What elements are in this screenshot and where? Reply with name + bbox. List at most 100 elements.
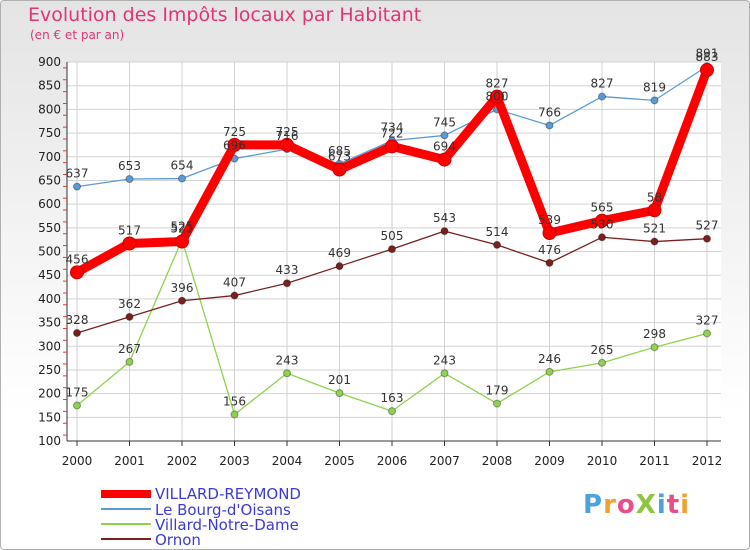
x-tick-label-2006: 2006 bbox=[377, 454, 408, 468]
y-tick-label-600: 600 bbox=[38, 197, 61, 211]
data-label-villard-notre-dame-2007: 243 bbox=[433, 353, 456, 367]
point-villard-notre-dame-2006 bbox=[388, 407, 396, 416]
point-ornon-2001 bbox=[125, 312, 134, 321]
point-villard-reymond-2010 bbox=[595, 213, 609, 228]
x-tick-label-2008: 2008 bbox=[482, 454, 513, 468]
logo-letter: i bbox=[656, 490, 667, 520]
logo-letter: X bbox=[635, 490, 657, 520]
data-label-le-bourg-d-oisans-2010: 827 bbox=[591, 77, 614, 91]
point-ornon-2008 bbox=[493, 240, 501, 249]
data-label-villard-reymond-2008: 827 bbox=[486, 77, 509, 91]
x-tick-label-2000: 2000 bbox=[62, 454, 93, 468]
data-label-ornon-2010: 530 bbox=[591, 217, 614, 231]
point-villard-notre-dame-2010 bbox=[598, 358, 606, 367]
data-label-ornon-2011: 521 bbox=[643, 222, 666, 236]
data-label-ornon-2006: 505 bbox=[381, 229, 404, 243]
data-label-villard-reymond-2011: 58 bbox=[647, 190, 662, 204]
data-label-le-bourg-d-oisans-2003: 696 bbox=[223, 139, 246, 153]
data-label-villard-notre-dame-2006: 163 bbox=[381, 391, 404, 405]
data-label-villard-notre-dame-2011: 298 bbox=[643, 327, 666, 341]
point-villard-notre-dame-2005 bbox=[335, 389, 344, 398]
data-label-villard-reymond-2001: 517 bbox=[118, 223, 141, 237]
point-villard-reymond-2003 bbox=[227, 137, 242, 152]
data-label-villard-notre-dame-2001: 267 bbox=[118, 342, 141, 356]
y-tick-label-700: 700 bbox=[38, 150, 61, 164]
data-label-villard-notre-dame-2000: 175 bbox=[66, 385, 89, 399]
y-tick-label-100: 100 bbox=[38, 434, 61, 448]
point-ornon-2002 bbox=[178, 296, 186, 305]
data-label-villard-reymond-2005: 673 bbox=[328, 150, 351, 164]
point-le-bourg-d-oisans-2009 bbox=[545, 121, 554, 130]
point-villard-notre-dame-2007 bbox=[440, 369, 449, 378]
y-tick-label-250: 250 bbox=[38, 363, 61, 377]
data-label-villard-notre-dame-2004: 243 bbox=[276, 353, 299, 367]
data-label-ornon-2003: 407 bbox=[223, 276, 246, 290]
x-tick-label-2004: 2004 bbox=[272, 454, 303, 468]
chart-subtitle: (en € et par an) bbox=[30, 28, 125, 42]
logo-letter: r bbox=[603, 490, 617, 520]
point-villard-reymond-2005 bbox=[332, 162, 347, 177]
data-label-villard-notre-dame-2008: 179 bbox=[486, 384, 509, 398]
data-label-villard-reymond-2009: 539 bbox=[538, 213, 561, 227]
data-label-ornon-2009: 476 bbox=[538, 243, 561, 257]
point-villard-reymond-2004 bbox=[280, 137, 294, 152]
data-label-ornon-2005: 469 bbox=[328, 246, 351, 260]
point-villard-reymond-2002 bbox=[175, 234, 189, 249]
data-label-villard-reymond-2004: 725 bbox=[276, 125, 299, 139]
data-label-le-bourg-d-oisans-2006: 734 bbox=[381, 121, 404, 135]
y-tick-label-300: 300 bbox=[38, 339, 61, 353]
data-label-le-bourg-d-oisans-2001: 653 bbox=[118, 159, 141, 173]
point-ornon-2004 bbox=[283, 279, 291, 288]
point-ornon-2000 bbox=[73, 328, 81, 337]
legend-label-villard-notre-dame: Villard-Notre-Dame bbox=[155, 516, 299, 534]
point-villard-reymond-2009 bbox=[542, 226, 557, 241]
point-villard-reymond-2001 bbox=[122, 236, 137, 251]
data-label-le-bourg-d-oisans-2002: 654 bbox=[171, 159, 194, 173]
data-label-le-bourg-d-oisans-2000: 637 bbox=[66, 167, 89, 181]
x-tick-label-2001: 2001 bbox=[114, 454, 145, 468]
point-villard-notre-dame-2012 bbox=[703, 329, 711, 338]
legend-label-le-bourg-d-oisans: Le Bourg-d'Oisans bbox=[155, 501, 291, 519]
data-label-villard-reymond-2007: 694 bbox=[433, 140, 456, 154]
y-tick-label-500: 500 bbox=[38, 245, 61, 259]
data-label-ornon-2002: 396 bbox=[171, 281, 194, 295]
data-label-villard-reymond-2010: 565 bbox=[591, 201, 614, 215]
data-label-villard-notre-dame-2012: 327 bbox=[696, 313, 719, 327]
data-label-le-bourg-d-oisans-2007: 745 bbox=[433, 115, 456, 129]
data-label-ornon-2001: 362 bbox=[118, 297, 141, 311]
data-label-le-bourg-d-oisans-2012: 891 bbox=[696, 46, 719, 60]
point-le-bourg-d-oisans-2007 bbox=[440, 131, 449, 140]
y-tick-label-350: 350 bbox=[38, 316, 61, 330]
y-tick-label-400: 400 bbox=[38, 292, 61, 306]
data-label-le-bourg-d-oisans-2009: 766 bbox=[538, 105, 561, 119]
logo-letter: o bbox=[616, 490, 636, 520]
point-villard-reymond-2006 bbox=[385, 139, 399, 154]
point-villard-reymond-2012 bbox=[700, 63, 714, 78]
point-villard-reymond-2011 bbox=[647, 203, 662, 218]
x-tick-label-2011: 2011 bbox=[639, 454, 670, 468]
legend-label-ornon: Ornon bbox=[155, 531, 201, 549]
y-tick-label-800: 800 bbox=[38, 102, 61, 116]
chart-title: Evolution des Impôts locaux par Habitant bbox=[28, 4, 422, 26]
point-villard-notre-dame-2008 bbox=[493, 399, 501, 408]
point-le-bourg-d-oisans-2000 bbox=[73, 182, 81, 191]
data-label-villard-notre-dame-2009: 246 bbox=[538, 352, 561, 366]
point-ornon-2003 bbox=[230, 291, 239, 300]
point-ornon-2006 bbox=[388, 245, 396, 254]
data-label-villard-notre-dame-2003: 156 bbox=[223, 394, 246, 408]
y-tick-label-150: 150 bbox=[38, 410, 61, 424]
point-villard-reymond-2007 bbox=[437, 152, 452, 167]
y-tick-label-650: 650 bbox=[38, 173, 61, 187]
x-tick-label-2003: 2003 bbox=[219, 454, 250, 468]
x-tick-label-2012: 2012 bbox=[692, 454, 723, 468]
point-villard-notre-dame-2004 bbox=[283, 369, 291, 378]
legend-label-villard-reymond: VILLARD-REYMOND bbox=[155, 485, 301, 503]
data-label-villard-notre-dame-2005: 201 bbox=[328, 373, 351, 387]
x-tick-label-2007: 2007 bbox=[429, 454, 460, 468]
data-label-villard-reymond-2006: 722 bbox=[381, 126, 404, 140]
point-villard-reymond-2008 bbox=[490, 89, 504, 104]
y-tick-label-750: 750 bbox=[38, 126, 61, 140]
logo-letter: i bbox=[680, 490, 691, 520]
data-label-ornon-2007: 543 bbox=[433, 211, 456, 225]
